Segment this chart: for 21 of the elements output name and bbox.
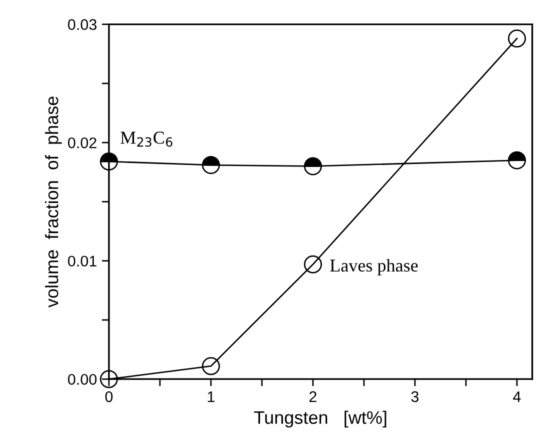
x-tick-label: 0 [105, 391, 113, 402]
point [508, 29, 526, 48]
x-tick-label: 3 [411, 391, 419, 402]
point [508, 151, 526, 170]
point [100, 370, 118, 388]
series-label: Laves phase [330, 258, 418, 276]
point [100, 152, 118, 171]
point [202, 156, 220, 174]
y-tick-label: 0.00 [68, 374, 97, 385]
point [304, 157, 322, 176]
y-tick-label: 0.01 [68, 256, 96, 267]
y-tick-label: 0.02 [68, 137, 96, 148]
point [202, 357, 220, 376]
x-axis-title: Tungsten [wt%] [254, 410, 386, 428]
y-tick-label: 0.03 [68, 19, 96, 30]
y-axis-title: volume fraction of phase [45, 96, 62, 308]
series-label: M$_{23}$C$_{6}$ [120, 132, 172, 147]
x-tick-label: 4 [513, 391, 521, 402]
x-tick-label: 1 [208, 391, 214, 402]
point [304, 255, 322, 274]
x-tick-label: 2 [309, 391, 316, 402]
